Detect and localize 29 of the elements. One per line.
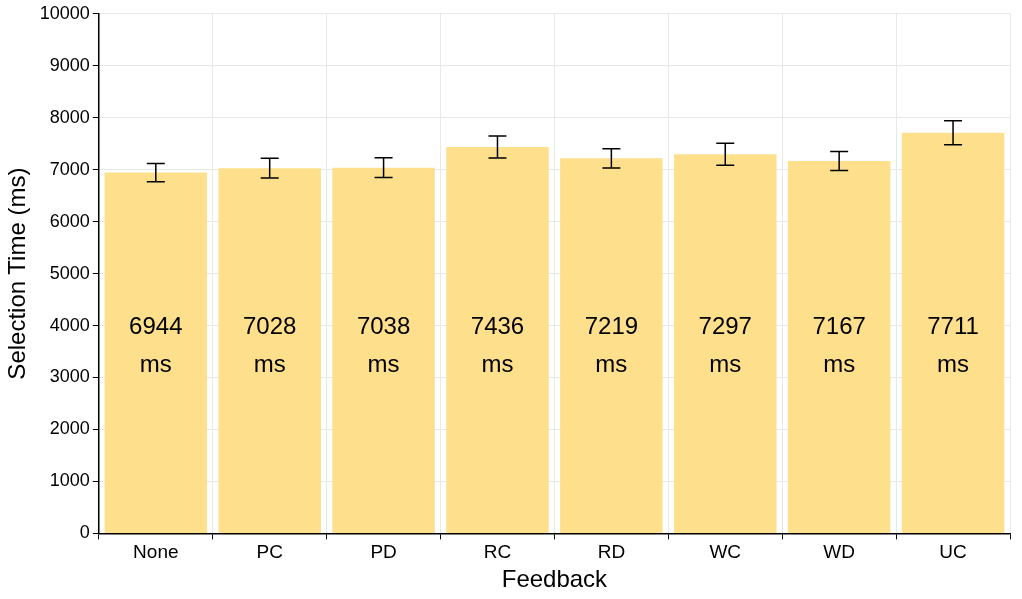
y-tick-label: 2000 <box>49 418 90 439</box>
data-label: 6944 ms <box>129 311 183 377</box>
y-tick-label: 9000 <box>49 54 90 75</box>
x-tick-label: None <box>133 541 179 563</box>
y-tick-label: 10000 <box>39 2 90 23</box>
data-label: 7028 ms <box>243 311 297 377</box>
data-label: 7038 ms <box>356 311 411 377</box>
y-tick-label: 4000 <box>49 314 90 335</box>
x-tick-label: WC <box>709 541 742 563</box>
x-tick-label: RD <box>597 541 626 563</box>
data-label: 7436 ms <box>470 311 525 377</box>
data-label: 7711 ms <box>927 311 979 377</box>
x-tick-label: RC <box>483 541 512 563</box>
y-tick-label: 6000 <box>49 210 90 231</box>
data-label: 7219 ms <box>584 311 639 377</box>
y-tick-label: 8000 <box>49 106 90 127</box>
data-label: 7297 ms <box>698 311 752 377</box>
y-tick-label: 1000 <box>49 470 90 491</box>
x-tick-label: WD <box>823 541 855 563</box>
x-tick-label: PD <box>370 541 397 563</box>
x-axis-title: Feedback <box>501 565 609 593</box>
y-axis-title: Selection Time (ms) <box>3 167 31 380</box>
y-tick-label: 0 <box>79 522 90 543</box>
x-tick-label: PC <box>256 541 283 563</box>
x-tick-label: UC <box>939 541 967 563</box>
y-tick-label: 5000 <box>49 262 90 283</box>
y-tick-label: 7000 <box>49 158 90 179</box>
data-label: 7167 ms <box>812 311 866 377</box>
y-tick-label: 3000 <box>49 366 90 387</box>
